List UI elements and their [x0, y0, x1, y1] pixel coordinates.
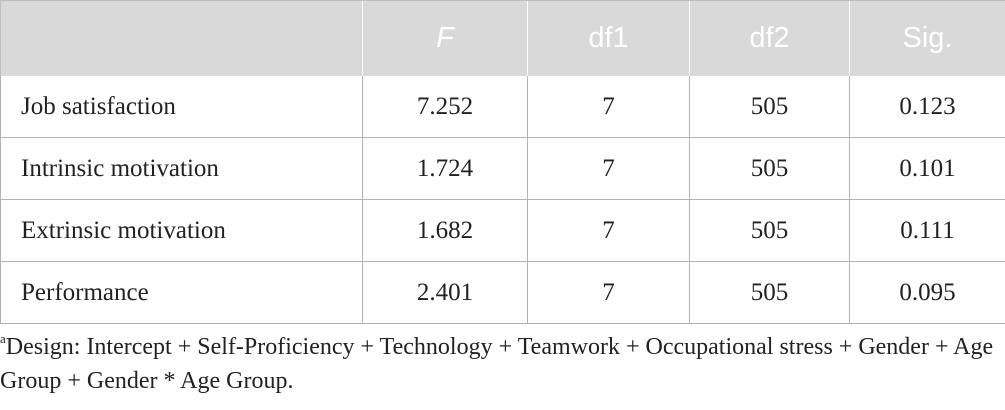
table-body: Job satisfaction 7.252 7 505 0.123 Intri…	[0, 76, 1005, 324]
df2-value: 505	[689, 261, 850, 324]
sig-value: 0.123	[849, 76, 1005, 138]
table-row: Job satisfaction 7.252 7 505 0.123	[0, 76, 1005, 138]
sig-value: 0.111	[849, 199, 1005, 262]
header-cell-sig: Sig.	[849, 0, 1005, 76]
sig-value: 0.101	[849, 137, 1005, 200]
table-footnote: aDesign: Intercept + Self-Proficiency + …	[0, 330, 1000, 398]
df1-value: 7	[527, 199, 690, 262]
f-value: 1.682	[362, 199, 528, 262]
df2-value: 505	[689, 199, 850, 262]
f-value: 7.252	[362, 76, 528, 138]
f-value: 1.724	[362, 137, 528, 200]
df1-value: 7	[527, 76, 690, 138]
df2-value: 505	[689, 76, 850, 138]
results-table: F df1 df2 Sig. Job satisfaction 7.252 7 …	[0, 0, 1005, 324]
table-header: F df1 df2 Sig.	[0, 0, 1005, 76]
row-label: Performance	[0, 261, 363, 324]
row-label: Job satisfaction	[0, 76, 363, 138]
df2-value: 505	[689, 137, 850, 200]
df1-value: 7	[527, 261, 690, 324]
table-row: Performance 2.401 7 505 0.095	[0, 261, 1005, 324]
row-label: Intrinsic motivation	[0, 137, 363, 200]
header-cell-f: F	[362, 0, 528, 76]
header-cell-df1: df1	[527, 0, 690, 76]
levene-test-table: F df1 df2 Sig. Job satisfaction 7.252 7 …	[0, 0, 1005, 324]
table-row: Extrinsic motivation 1.682 7 505 0.111	[0, 199, 1005, 262]
df1-value: 7	[527, 137, 690, 200]
header-cell-df2: df2	[689, 0, 850, 76]
f-value: 2.401	[362, 261, 528, 324]
footnote-text: Design: Intercept + Self-Proficiency + T…	[0, 334, 994, 394]
sig-value: 0.095	[849, 261, 1005, 324]
header-row: F df1 df2 Sig.	[0, 0, 1005, 76]
header-cell-empty	[0, 0, 363, 76]
row-label: Extrinsic motivation	[0, 199, 363, 262]
table-row: Intrinsic motivation 1.724 7 505 0.101	[0, 137, 1005, 200]
footnote-marker: a	[0, 331, 6, 346]
